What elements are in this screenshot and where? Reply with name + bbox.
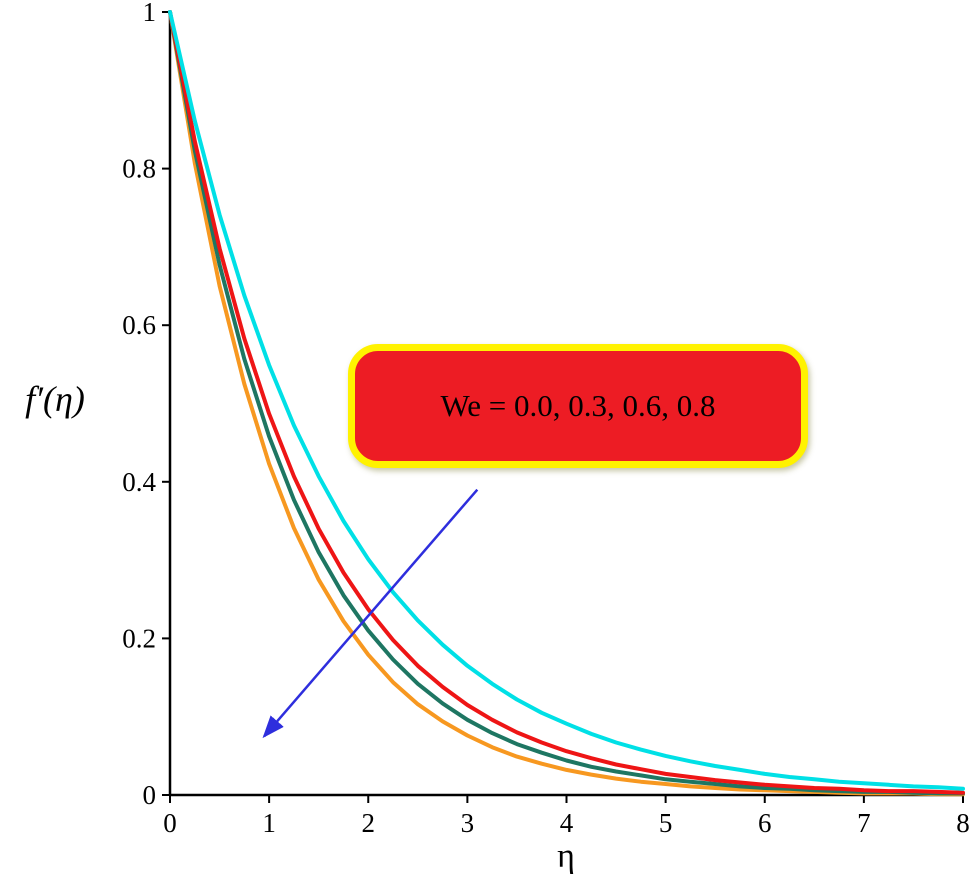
x-tick-label: 4 [560, 808, 574, 838]
x-axis-label: η [557, 838, 575, 875]
x-tick-label: 6 [758, 808, 772, 838]
y-tick-label: 0.4 [122, 467, 156, 497]
x-tick-label: 2 [362, 808, 376, 838]
annotation-box: We = 0.0, 0.3, 0.6, 0.8 [348, 344, 808, 468]
y-tick-label: 0 [143, 780, 157, 810]
y-axis-label: f′(η) [25, 379, 85, 419]
x-tick-label: 0 [163, 808, 177, 838]
y-tick-label: 0.2 [122, 623, 156, 653]
y-tick-label: 0.8 [122, 154, 156, 184]
curve-0.3 [168, 10, 965, 795]
y-tick-label: 1 [143, 0, 157, 27]
annotation-label: We = 0.0, 0.3, 0.6, 0.8 [440, 388, 716, 423]
annotation-arrow [262, 488, 479, 739]
x-tick-label: 1 [262, 808, 276, 838]
x-tick-label: 3 [461, 808, 475, 838]
x-tick-label: 5 [659, 808, 673, 838]
curve-0.0 [168, 10, 965, 791]
y-tick-label: 0.6 [122, 310, 156, 340]
x-tick-label: 8 [956, 808, 970, 838]
x-tick-label: 7 [857, 808, 871, 838]
curve-0.6 [168, 10, 965, 796]
